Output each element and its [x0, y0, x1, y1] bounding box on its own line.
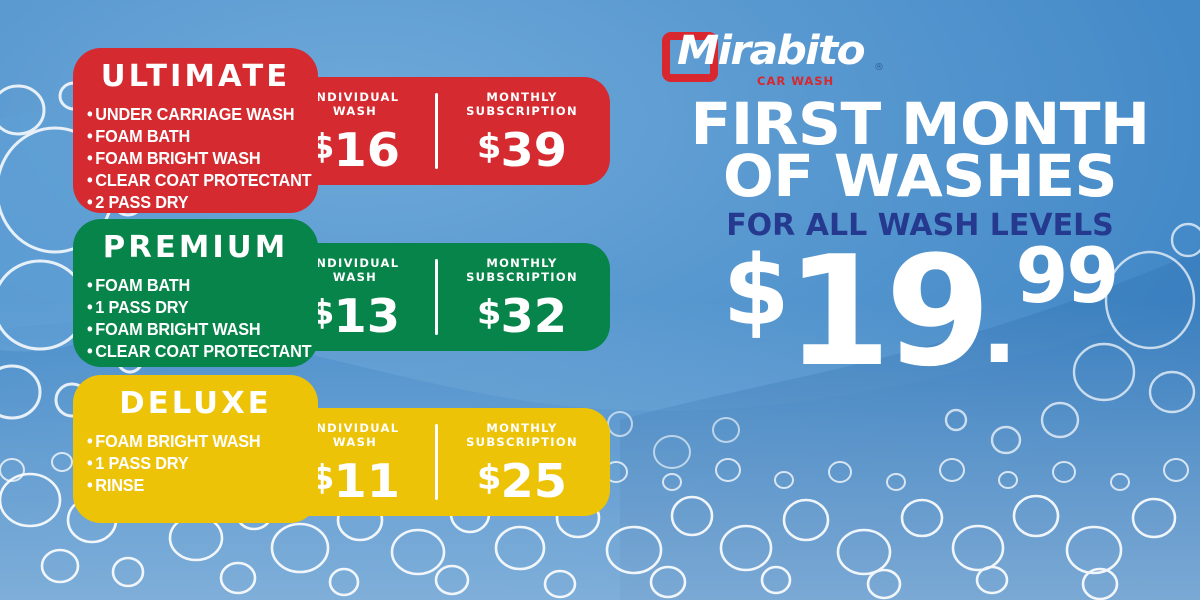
promo-price: $19.99: [640, 236, 1200, 388]
currency-symbol: $: [476, 458, 502, 499]
feature-item: • FOAM BATH: [87, 125, 302, 147]
individual-wash-column-deluxe: INDIVIDUAL WASH $11: [275, 408, 435, 504]
price-value: 16: [333, 123, 401, 178]
registered-trademark-icon: ®: [874, 62, 884, 73]
price-value: 13: [333, 289, 401, 344]
monthly-subscription-column-premium: MONTHLY SUBSCRIPTION $32: [438, 243, 606, 339]
feature-item: • FOAM BATH: [87, 274, 302, 296]
price-divider: [435, 424, 438, 500]
monthly-subscription-label: MONTHLY SUBSCRIPTION: [466, 256, 578, 284]
monthly-subscription-price: $39: [435, 127, 610, 173]
promo-price-currency: $: [722, 235, 790, 347]
promo-price-decimal: 99: [1015, 231, 1120, 320]
plan-features-deluxe: • FOAM BRIGHT WASH • 1 PASS DRY • RINSE: [73, 430, 318, 496]
feature-label: RINSE: [95, 475, 145, 496]
price-value: 39: [500, 123, 568, 178]
feature-label: CLEAR COAT PROTECTANT: [95, 170, 312, 191]
price-value: 11: [333, 454, 401, 509]
individual-wash-label: INDIVIDUAL WASH: [310, 256, 400, 284]
individual-wash-price: $16: [272, 127, 438, 173]
feature-item: • UNDER CARRIAGE WASH: [87, 103, 302, 125]
monthly-subscription-label: MONTHLY SUBSCRIPTION: [466, 90, 578, 118]
plan-features-ultimate: • UNDER CARRIAGE WASH • FOAM BATH • FOAM BR…: [73, 103, 318, 213]
plan-info-ultimate: ULTIMATE • UNDER CARRIAGE WASH • FOAM BATH…: [73, 48, 318, 213]
plan-name-premium: PREMIUM: [102, 230, 289, 265]
plan-name-ultimate: ULTIMATE: [100, 59, 291, 94]
currency-symbol: $: [476, 127, 502, 168]
headline-line-2: OF WASHES: [722, 142, 1118, 210]
bullet-icon: •: [87, 453, 93, 474]
feature-label: UNDER CARRIAGE WASH: [95, 104, 295, 124]
plan-pricing-premium: INDIVIDUAL WASH $13 MONTHLY SUBSCRIPTION…: [275, 243, 610, 351]
plan-info-premium: PREMIUM • FOAM BATH • 1 PASS DRY • FOAM BRI…: [73, 219, 318, 367]
bullet-icon: •: [87, 275, 93, 295]
promo-price-separator: .: [981, 273, 1018, 385]
bullet-icon: •: [87, 104, 93, 124]
feature-label: FOAM BRIGHT WASH: [95, 431, 261, 451]
feature-label: FOAM BRIGHT WASH: [95, 148, 261, 169]
price-divider: [435, 93, 438, 169]
individual-wash-price: $13: [272, 293, 438, 339]
individual-wash-label: INDIVIDUAL WASH: [310, 90, 400, 118]
feature-label: 1 PASS DRY: [95, 453, 189, 474]
feature-item: • 1 PASS DRY: [87, 452, 302, 474]
mirabito-car-wash-logo[interactable]: Mirabito ® CAR WASH: [655, 26, 900, 88]
individual-wash-column-premium: INDIVIDUAL WASH $13: [275, 243, 435, 339]
bullet-icon: •: [87, 148, 93, 169]
price-divider: [435, 259, 438, 335]
plan-name-deluxe: DELUXE: [119, 386, 272, 421]
promo-panel: Mirabito ® CAR WASH FIRST MONTH OF WASHE…: [640, 0, 1200, 600]
feature-item: • FOAM BRIGHT WASH: [87, 430, 302, 452]
price-value: 32: [500, 289, 568, 344]
bullet-icon: •: [87, 431, 93, 451]
feature-label: 1 PASS DRY: [95, 297, 189, 318]
individual-wash-label: INDIVIDUAL WASH: [310, 421, 400, 449]
logo-bracket-icon: [662, 32, 718, 82]
feature-item: • FOAM BRIGHT WASH: [87, 318, 302, 340]
logo-subtitle-text: CAR WASH: [757, 74, 835, 88]
bullet-icon: •: [87, 170, 93, 191]
bullet-icon: •: [87, 341, 93, 362]
feature-item: • RINSE: [87, 474, 302, 496]
feature-item: • 1 PASS DRY: [87, 296, 302, 318]
promo-price-integer: 19: [785, 223, 992, 400]
feature-item: • FOAM BRIGHT WASH: [87, 147, 302, 169]
logo-brand-text: Mirabito: [677, 28, 866, 74]
headline-line-1: FIRST MONTH: [690, 90, 1150, 158]
feature-label: FOAM BATH: [95, 275, 191, 295]
feature-label: CLEAR COAT PROTECTANT: [95, 341, 312, 362]
price-value: 25: [500, 454, 568, 509]
plan-features-premium: • FOAM BATH • 1 PASS DRY • FOAM BRIGHT WASH…: [73, 274, 318, 362]
bullet-icon: •: [87, 475, 93, 496]
plan-info-deluxe: DELUXE • FOAM BRIGHT WASH • 1 PASS DRY • RI…: [73, 375, 318, 523]
bullet-icon: •: [87, 126, 93, 147]
bullet-icon: •: [87, 192, 93, 213]
bullet-icon: •: [87, 297, 93, 318]
feature-label: FOAM BRIGHT WASH: [95, 319, 261, 340]
pricing-cards: INDIVIDUAL WASH $16 MONTHLY SUBSCRIPTION…: [73, 48, 610, 523]
feature-label: 2 PASS DRY: [95, 192, 189, 213]
monthly-subscription-price: $32: [435, 293, 610, 339]
monthly-subscription-price: $25: [435, 458, 610, 504]
feature-label: FOAM BATH: [95, 126, 191, 147]
plan-pricing-ultimate: INDIVIDUAL WASH $16 MONTHLY SUBSCRIPTION…: [275, 77, 610, 185]
monthly-subscription-label: MONTHLY SUBSCRIPTION: [466, 421, 578, 449]
feature-item: • 2 PASS DRY: [87, 191, 302, 213]
currency-symbol: $: [476, 293, 502, 334]
subheadline: FOR ALL WASH LEVELS: [726, 208, 1114, 243]
plan-pricing-deluxe: INDIVIDUAL WASH $11 MONTHLY SUBSCRIPTION…: [275, 408, 610, 516]
individual-wash-column-ultimate: INDIVIDUAL WASH $16: [275, 77, 435, 173]
monthly-subscription-column-ultimate: MONTHLY SUBSCRIPTION $39: [438, 77, 606, 173]
feature-item: • CLEAR COAT PROTECTANT: [87, 169, 312, 191]
monthly-subscription-column-deluxe: MONTHLY SUBSCRIPTION $25: [438, 408, 606, 504]
feature-item: • CLEAR COAT PROTECTANT: [87, 340, 312, 362]
bullet-icon: •: [87, 319, 93, 340]
